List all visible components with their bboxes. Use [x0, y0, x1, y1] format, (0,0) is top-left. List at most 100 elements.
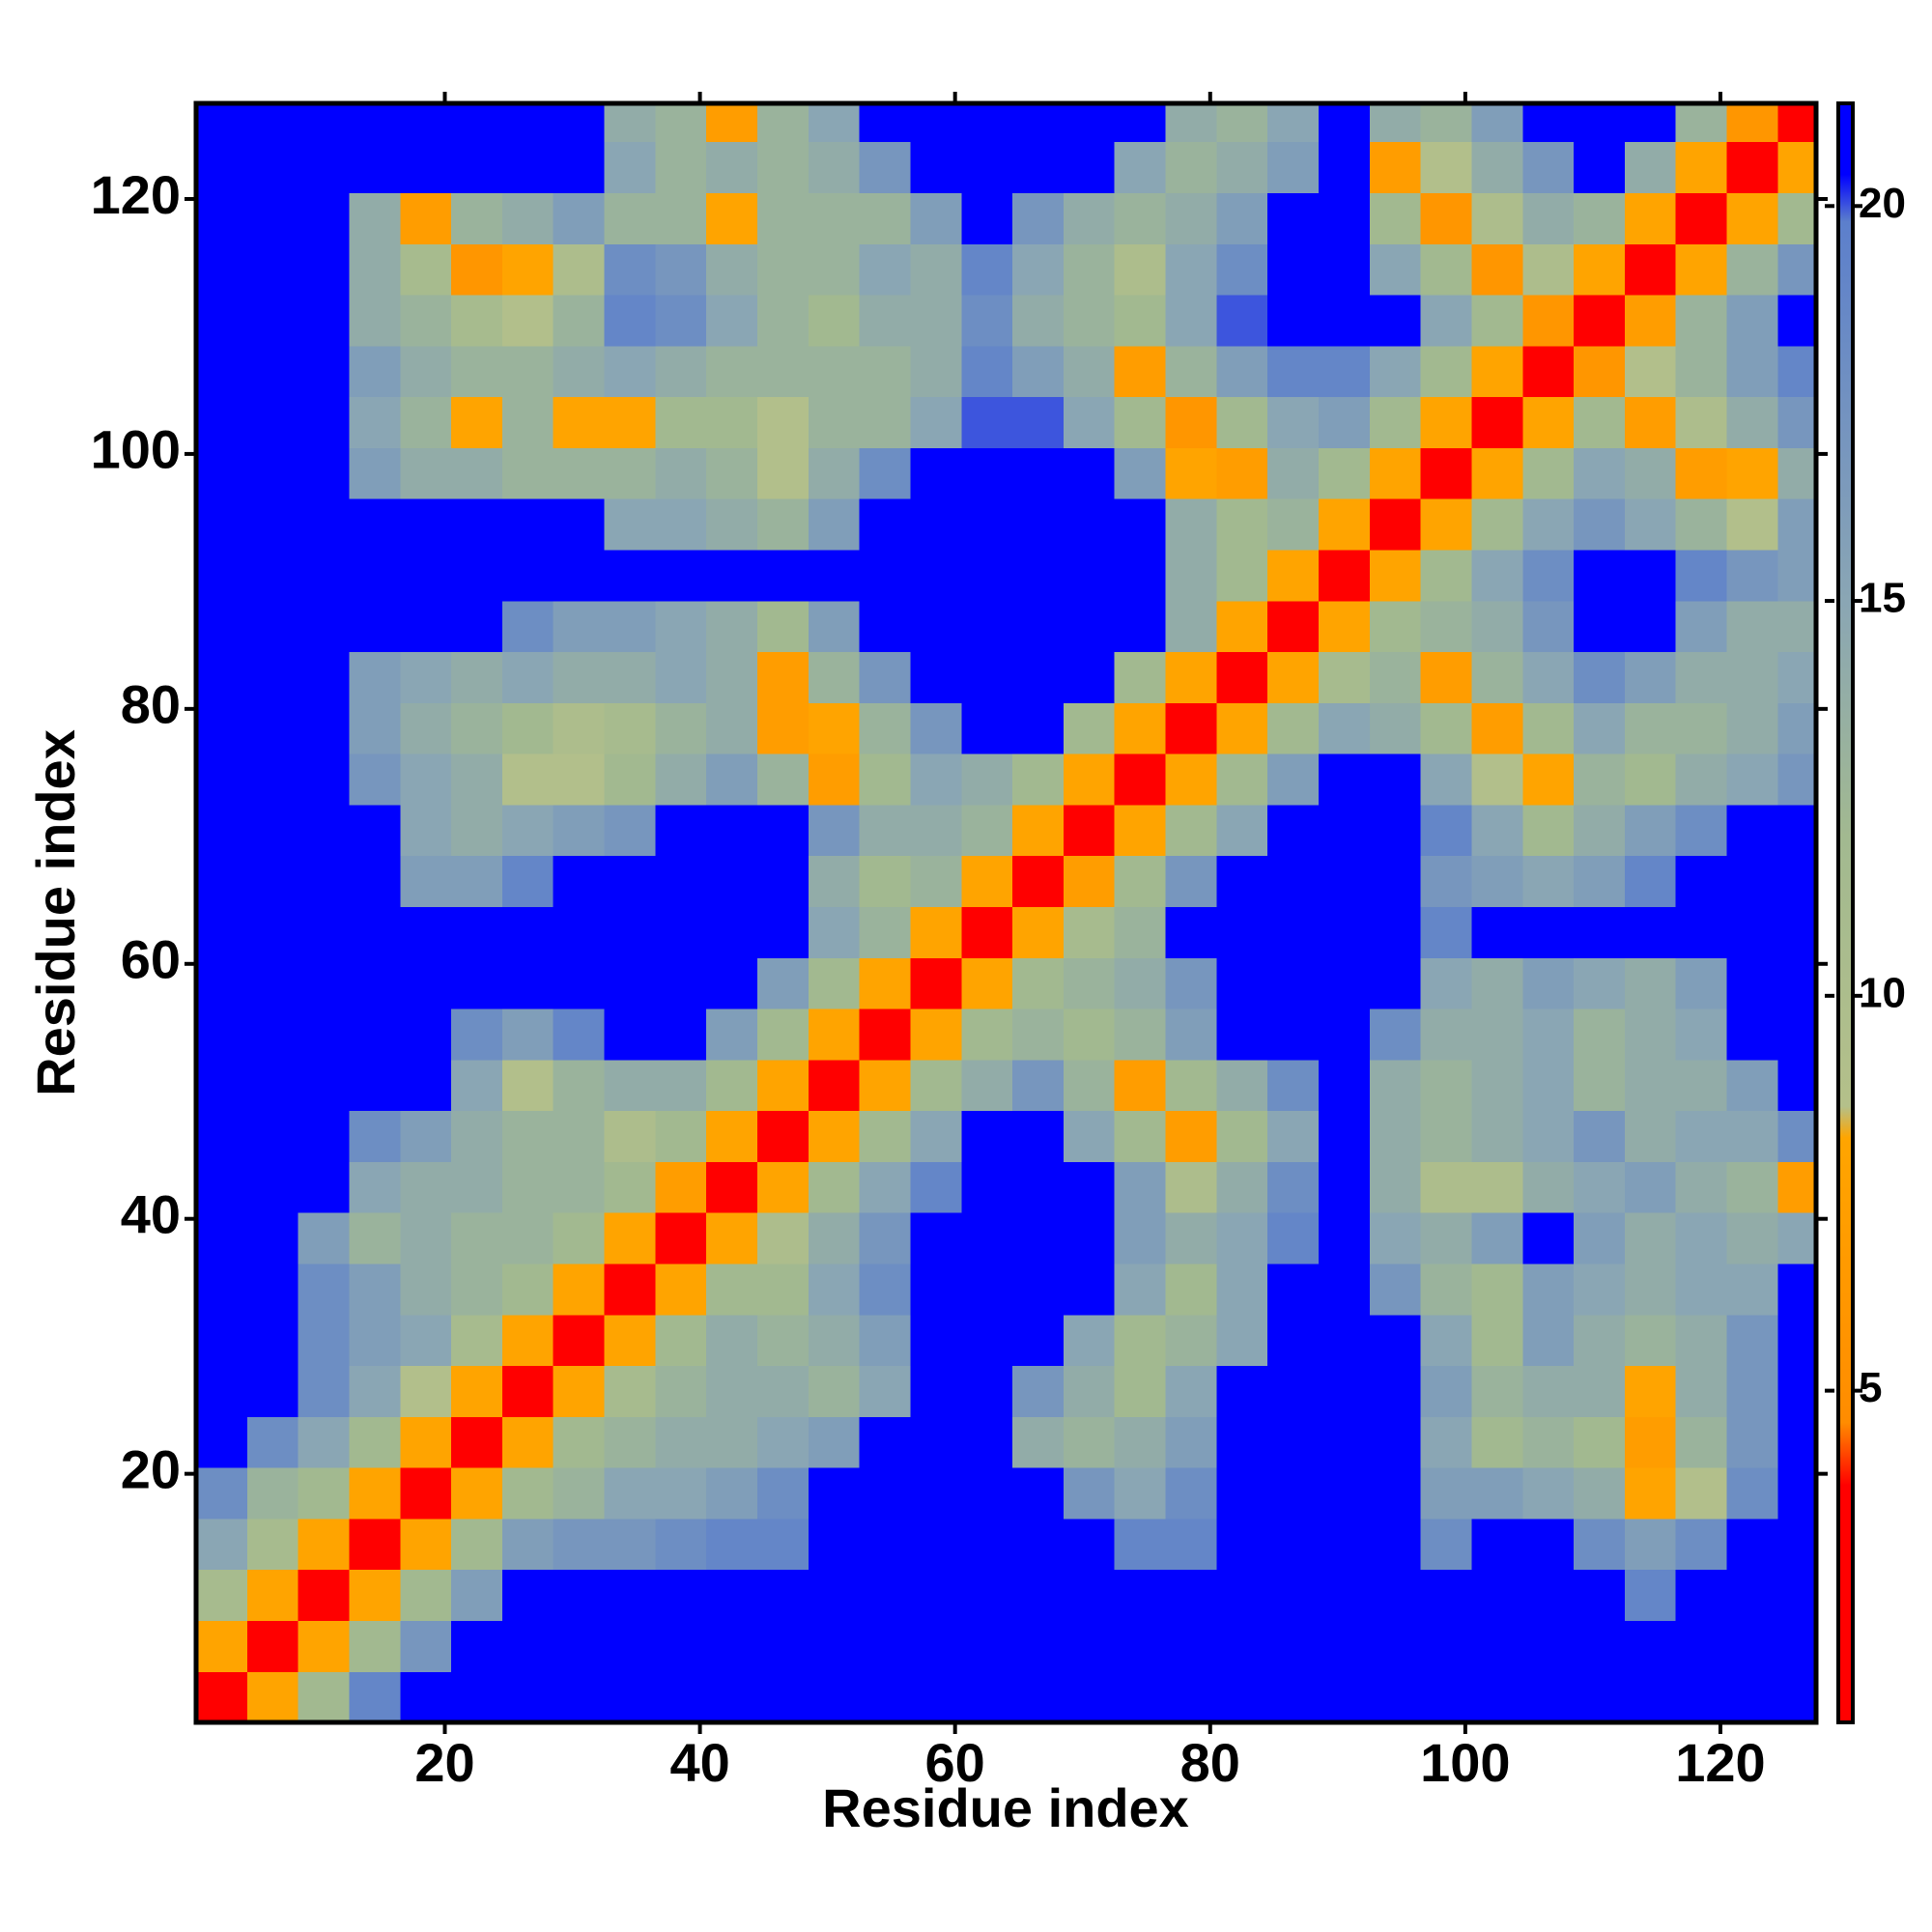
heatmap-cell — [1777, 753, 1817, 806]
heatmap-cell — [246, 1620, 299, 1672]
heatmap-cell — [1063, 103, 1116, 143]
heatmap-cell — [196, 651, 248, 703]
heatmap-cell — [1216, 1671, 1268, 1723]
heatmap-cell — [1471, 651, 1523, 703]
heatmap-cell — [1624, 1569, 1677, 1622]
heatmap-cell — [400, 906, 452, 958]
colorbar-tick-label: 5 — [1859, 1364, 1882, 1411]
heatmap-cell — [859, 549, 912, 602]
heatmap-cell — [501, 345, 554, 398]
heatmap-cell — [1063, 1059, 1116, 1112]
heatmap-cell — [1471, 702, 1523, 754]
heatmap-cell — [910, 498, 962, 551]
heatmap-cell — [1114, 396, 1167, 448]
heatmap-cell — [501, 702, 554, 754]
heatmap-cell — [859, 396, 912, 448]
heatmap-cell — [246, 396, 299, 448]
heatmap-cell — [349, 141, 401, 193]
heatmap-cell — [1216, 192, 1268, 244]
heatmap-cell — [1267, 804, 1320, 857]
heatmap-cell — [910, 1212, 962, 1264]
heatmap-cell — [808, 651, 861, 703]
heatmap-cell — [1675, 1314, 1728, 1367]
heatmap-cell — [1369, 103, 1422, 143]
heatmap-cell — [1471, 753, 1523, 806]
heatmap-cell — [1624, 192, 1677, 244]
heatmap-cell — [1420, 855, 1473, 908]
heatmap-cell — [553, 192, 606, 244]
heatmap-cell — [1574, 855, 1626, 908]
heatmap-cell — [298, 447, 351, 499]
heatmap-cell — [349, 1365, 401, 1417]
heatmap-cell — [1319, 1671, 1371, 1723]
heatmap-cell — [808, 753, 861, 806]
heatmap-cell — [1369, 243, 1422, 296]
heatmap-cell — [1319, 753, 1371, 806]
heatmap-cell — [1369, 1314, 1422, 1367]
heatmap-cell — [1726, 855, 1778, 908]
heatmap-cell — [1675, 855, 1728, 908]
heatmap-cell — [910, 294, 962, 347]
heatmap-cell — [553, 1467, 606, 1520]
heatmap-cell — [1369, 1110, 1422, 1162]
heatmap-cell — [298, 1212, 351, 1264]
heatmap-cell — [1574, 243, 1626, 296]
heatmap-cell — [859, 294, 912, 347]
heatmap-cell — [1726, 906, 1778, 958]
heatmap-cell — [961, 1416, 1013, 1468]
heatmap-cell — [451, 600, 503, 653]
heatmap-cell — [349, 345, 401, 398]
heatmap-cell — [1574, 1008, 1626, 1061]
heatmap-cell — [1777, 103, 1817, 143]
heatmap-cell — [808, 1314, 861, 1367]
heatmap-cell — [859, 192, 912, 244]
heatmap-cell — [553, 957, 606, 1009]
heatmap-cell — [1114, 1671, 1167, 1723]
heatmap-cell — [1522, 549, 1575, 602]
heatmap-cell — [196, 1518, 248, 1571]
heatmap-cell — [1777, 855, 1817, 908]
heatmap-cell — [655, 1212, 707, 1264]
heatmap-cell — [246, 1263, 299, 1316]
heatmap-cell — [1726, 1416, 1778, 1468]
heatmap-cell — [451, 1008, 503, 1061]
heatmap-cell — [1216, 600, 1268, 653]
heatmap-cell — [1420, 294, 1473, 347]
heatmap-cell — [859, 1314, 912, 1367]
x-tick-label: 20 — [414, 1732, 474, 1793]
heatmap-cell — [349, 192, 401, 244]
heatmap-cell — [1267, 1671, 1320, 1723]
heatmap-cell — [1574, 1671, 1626, 1723]
heatmap-cell — [1165, 396, 1217, 448]
heatmap-cell — [859, 243, 912, 296]
heatmap-cell — [1319, 1161, 1371, 1213]
heatmap-cell — [553, 753, 606, 806]
heatmap-cell — [501, 957, 554, 1009]
heatmap-cell — [1216, 1620, 1268, 1672]
heatmap-cell — [604, 753, 656, 806]
heatmap-cell — [1012, 1161, 1065, 1213]
heatmap-cell — [451, 702, 503, 754]
heatmap-cell — [1471, 1059, 1523, 1112]
heatmap-cell — [757, 549, 810, 602]
heatmap-cell — [1063, 753, 1116, 806]
heatmap-cell — [1319, 1365, 1371, 1417]
heatmap-cell — [910, 1314, 962, 1367]
heatmap-cell — [1319, 1314, 1371, 1367]
heatmap-cell — [1624, 498, 1677, 551]
heatmap-cell — [706, 1467, 758, 1520]
heatmap-cell — [859, 1059, 912, 1112]
heatmap-cell — [1165, 1569, 1217, 1622]
heatmap-cell — [1267, 855, 1320, 908]
heatmap-cell — [604, 396, 656, 448]
heatmap-cell — [961, 702, 1013, 754]
heatmap-cell — [1522, 1059, 1575, 1112]
heatmap-cell — [1369, 1059, 1422, 1112]
heatmap-cell — [246, 1518, 299, 1571]
heatmap-cell — [349, 1212, 401, 1264]
heatmap-cell — [1624, 1365, 1677, 1417]
heatmap-cell — [604, 1263, 656, 1316]
heatmap-cell — [1471, 1008, 1523, 1061]
heatmap-cell — [1624, 243, 1677, 296]
